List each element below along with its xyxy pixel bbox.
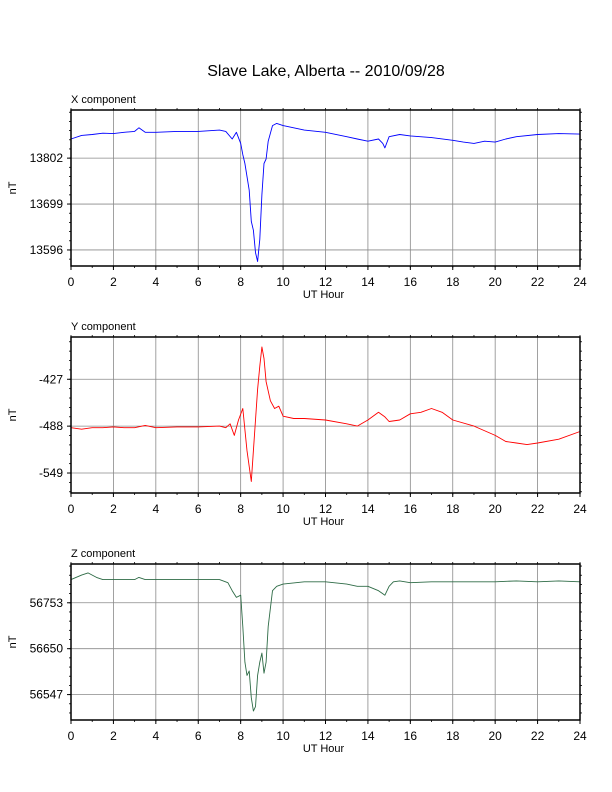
x-tick-label: 14: [361, 502, 375, 516]
x-tick-label: 24: [573, 502, 587, 516]
plot-frame: [70, 109, 581, 267]
y-tick-label: 56753: [30, 596, 64, 610]
series-line-3: [70, 572, 581, 712]
y-tick-label: 56547: [30, 688, 64, 702]
x-tick-label: 24: [573, 275, 587, 289]
x-axis-label: UT Hour: [303, 516, 345, 528]
x-tick-label: 2: [110, 729, 117, 743]
x-tick-label: 24: [573, 729, 587, 743]
y-axis-label: nT: [7, 181, 19, 194]
series-line-2: [70, 346, 581, 482]
x-tick-label: 12: [319, 275, 333, 289]
x-tick-label: 0: [68, 275, 75, 289]
x-tick-label: 4: [152, 502, 159, 516]
x-tick-label: 20: [488, 729, 502, 743]
y-tick-label: 13699: [30, 197, 64, 211]
x-tick-label: 20: [488, 275, 502, 289]
x-axis-label: UT Hour: [303, 743, 345, 755]
x-tick-label: 14: [361, 729, 375, 743]
y-tick-label: -549: [39, 466, 63, 480]
x-tick-label: 22: [531, 729, 545, 743]
y-tick-label: -488: [39, 419, 63, 433]
x-tick-label: 2: [110, 502, 117, 516]
x-tick-label: 20: [488, 502, 502, 516]
x-tick-label: 10: [276, 275, 290, 289]
x-tick-label: 8: [237, 275, 244, 289]
plot-frame: [70, 563, 581, 721]
x-tick-label: 6: [195, 502, 202, 516]
panel-title: Z component: [71, 548, 135, 560]
series-line-1: [70, 122, 581, 262]
x-axis-label: UT Hour: [303, 289, 345, 301]
x-tick-label: 8: [237, 502, 244, 516]
x-tick-label: 8: [237, 729, 244, 743]
x-tick-label: 22: [531, 275, 545, 289]
y-tick-label: 13596: [30, 243, 64, 257]
x-tick-label: 4: [152, 729, 159, 743]
x-tick-label: 18: [446, 502, 460, 516]
y-tick-label: -427: [39, 372, 63, 386]
y-axis-label: nT: [7, 635, 19, 648]
figure-title: Slave Lake, Alberta -- 2010/09/28: [207, 63, 445, 80]
y-axis-label: nT: [7, 408, 19, 421]
x-tick-label: 0: [68, 729, 75, 743]
x-tick-label: 18: [446, 729, 460, 743]
x-tick-label: 4: [152, 275, 159, 289]
x-tick-label: 10: [276, 729, 290, 743]
x-tick-label: 14: [361, 275, 375, 289]
x-tick-label: 18: [446, 275, 460, 289]
x-tick-label: 16: [404, 729, 418, 743]
panel-title: Y component: [71, 321, 136, 333]
x-tick-label: 10: [276, 502, 290, 516]
x-tick-label: 2: [110, 275, 117, 289]
panel-title: X component: [71, 94, 136, 106]
plot-frame: [70, 336, 581, 494]
x-tick-label: 0: [68, 502, 75, 516]
x-tick-label: 12: [319, 502, 333, 516]
y-tick-label: 13802: [30, 151, 64, 165]
x-tick-label: 6: [195, 729, 202, 743]
x-tick-label: 16: [404, 502, 418, 516]
x-tick-label: 6: [195, 275, 202, 289]
x-tick-label: 22: [531, 502, 545, 516]
x-tick-label: 16: [404, 275, 418, 289]
x-tick-label: 12: [319, 729, 333, 743]
y-tick-label: 56650: [30, 642, 64, 656]
